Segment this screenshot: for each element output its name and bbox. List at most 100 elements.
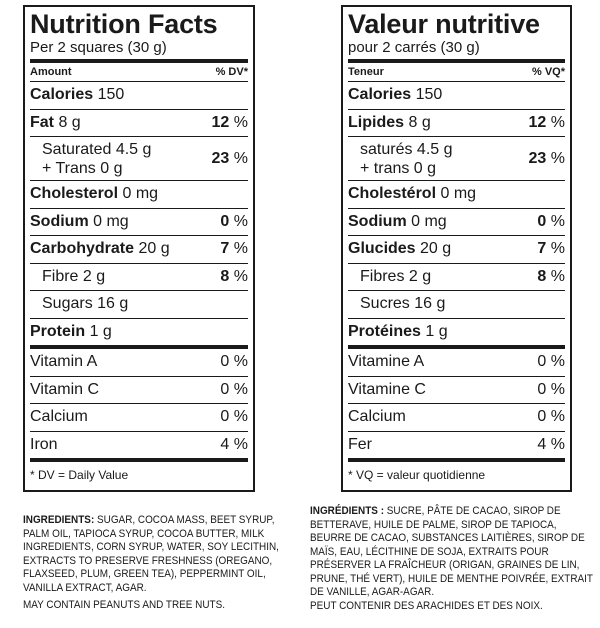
dv-header: % DV* (215, 66, 248, 78)
saturated-pct: 23 (211, 149, 230, 167)
cholesterol-amount: 0 mg (440, 185, 477, 203)
sugars-amount: 16 g (414, 295, 446, 313)
saturated-label: saturés 4.5 g (360, 140, 453, 158)
iron-row: Fer 4 % (348, 432, 565, 462)
sodium-label: Sodium (30, 212, 89, 230)
sodium-label: Sodium (348, 212, 407, 230)
vitamin-a-pct: 0 % (537, 353, 565, 371)
vitamin-a-pct: 0 % (220, 353, 248, 371)
sodium-pct: 0 (220, 212, 230, 230)
carbohydrate-label: Glucides (348, 240, 416, 258)
sugars-label: Sugars (42, 295, 93, 313)
protein-amount: 1 g (425, 322, 448, 340)
fat-pct: 12 (211, 113, 230, 131)
ingredients-list: SUCRE, PÂTE DE CACAO, SIROP DE BETTERAVE… (310, 505, 593, 598)
nutrition-facts-panel-en: Nutrition Facts Per 2 squares (30 g) Amo… (23, 5, 255, 492)
fat-row: Fat 8 g 12 % (30, 110, 248, 137)
pct-sign: % (233, 267, 248, 285)
iron-label: Iron (30, 435, 58, 453)
header-row: Teneur % VQ* (348, 63, 565, 82)
iron-label: Fer (348, 435, 372, 453)
iron-pct: 4 % (220, 435, 248, 453)
carbohydrate-amount: 20 g (138, 240, 170, 258)
serving-size: Per 2 squares (30 g) (30, 39, 248, 63)
fat-label: Fat (30, 113, 54, 131)
pct-sign: % (233, 149, 248, 167)
carbohydrate-row: Glucides 20 g 7 % (348, 236, 565, 264)
fat-amount: 8 g (408, 113, 431, 131)
fibre-pct: 8 (537, 267, 547, 285)
sodium-pct: 0 (537, 212, 547, 230)
sugars-label: Sucres (360, 295, 410, 313)
allergy-statement: MAY CONTAIN PEANUTS AND TREE NUTS. (23, 599, 225, 611)
sugars-amount: 16 g (97, 295, 129, 313)
calcium-pct: 0 % (220, 408, 248, 426)
protein-row: Protein 1 g (30, 319, 248, 349)
carbohydrate-row: Carbohydrate 20 g 7 % (30, 236, 248, 264)
pct-sign: % (550, 240, 565, 258)
vitamin-c-row: Vitamine C 0 % (348, 377, 565, 404)
carbohydrate-label: Carbohydrate (30, 240, 135, 258)
fibre-label: Fibres (360, 267, 405, 285)
trans-label: + trans 0 g (360, 159, 437, 177)
cholesterol-label: Cholestérol (348, 185, 437, 203)
pct-sign: % (550, 149, 565, 167)
iron-row: Iron 4 % (30, 432, 248, 462)
calories-row: Calories 150 (30, 82, 248, 110)
calcium-label: Calcium (30, 408, 88, 426)
vitamin-c-label: Vitamine C (348, 380, 426, 398)
ingredients-text: INGRÉDIENTS : SUCRE, PÂTE DE CACAO, SIRO… (310, 505, 594, 600)
footnote: * VQ = valeur quotidienne (348, 468, 486, 482)
fibre-amount: 2 g (82, 267, 106, 285)
ingredients-heading: INGRÉDIENTS : (310, 505, 385, 517)
ingredients-text: INGREDIENTS: SUGAR, COCOA MASS, BEET SYR… (23, 514, 291, 595)
fat-label: Lipides (348, 113, 405, 131)
ingredients-list: SUGAR, COCOA MASS, BEET SYRUP, PALM OIL,… (23, 514, 279, 594)
fibre-row: Fibre 2 g 8 % (30, 264, 248, 291)
calories-label: Calories (30, 86, 94, 104)
saturated-pct: 23 (528, 149, 547, 167)
panel-title: Valeur nutritive (348, 9, 540, 39)
vitamin-a-label: Vitamin A (30, 353, 98, 371)
pct-sign: % (550, 212, 565, 230)
sodium-amount: 0 mg (93, 212, 129, 230)
trans-label: + Trans 0 g (42, 159, 123, 177)
panel-title: Nutrition Facts (30, 9, 218, 39)
sugars-row: Sucres 16 g (348, 291, 565, 319)
footnote: * DV = Daily Value (30, 468, 129, 482)
sodium-amount: 0 mg (411, 212, 447, 230)
fibre-label: Fibre (42, 267, 79, 285)
fat-amount: 8 g (58, 113, 81, 131)
header-row: Amount % DV* (30, 63, 248, 82)
cholesterol-row: Cholestérol 0 mg (348, 181, 565, 209)
vitamin-a-label: Vitamine A (348, 353, 425, 371)
cholesterol-label: Cholesterol (30, 185, 119, 203)
cholesterol-amount: 0 mg (122, 185, 159, 203)
sugars-row: Sugars 16 g (30, 291, 248, 319)
dv-header: % VQ* (531, 66, 565, 78)
allergy-statement: PEUT CONTENIR DES ARACHIDES ET DES NOIX. (310, 599, 543, 612)
calories-row: Calories 150 (348, 82, 565, 110)
calcium-pct: 0 % (537, 408, 565, 426)
carbohydrate-amount: 20 g (420, 240, 452, 258)
ingredients-en: INGREDIENTS: SUGAR, COCOA MASS, BEET SYR… (23, 514, 291, 613)
carbohydrate-pct: 7 (537, 240, 547, 258)
saturated-trans-row: saturés 4.5 g + trans 0 g 23 % (348, 137, 565, 181)
protein-amount: 1 g (89, 322, 112, 340)
calcium-row: Calcium 0 % (348, 404, 565, 432)
sodium-row: Sodium 0 mg 0 % (30, 209, 248, 236)
amount-header: Teneur (348, 66, 384, 78)
ingredients-fr: INGRÉDIENTS : SUCRE, PÂTE DE CACAO, SIRO… (310, 505, 594, 613)
amount-header: Amount (30, 66, 72, 78)
ingredients-heading: INGREDIENTS: (23, 514, 95, 526)
vitamin-c-pct: 0 % (537, 380, 565, 398)
protein-label: Protein (30, 322, 86, 340)
fat-row: Lipides 8 g 12 % (348, 110, 565, 137)
protein-label: Protéines (348, 322, 421, 340)
calcium-label: Calcium (348, 408, 406, 426)
pct-sign: % (233, 113, 248, 131)
nutrition-facts-panel-fr: Valeur nutritive pour 2 carrés (30 g) Te… (341, 5, 572, 492)
saturated-trans-row: Saturated 4.5 g + Trans 0 g 23 % (30, 137, 248, 181)
pct-sign: % (233, 212, 248, 230)
fibre-pct: 8 (220, 267, 230, 285)
